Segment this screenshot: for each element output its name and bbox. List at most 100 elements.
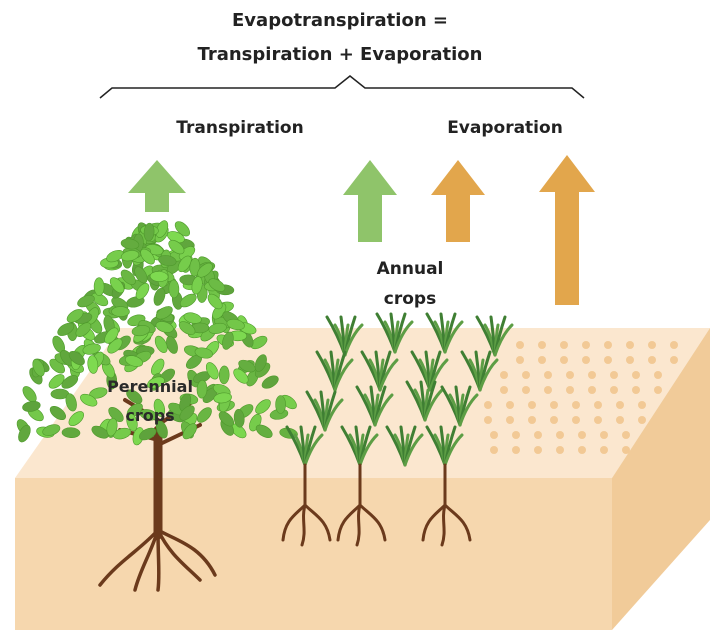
dot — [560, 356, 568, 364]
leaf — [222, 331, 234, 350]
leaf — [218, 365, 230, 385]
dot — [670, 356, 678, 364]
leaf — [153, 398, 166, 417]
leaf — [155, 306, 173, 320]
dot — [632, 386, 640, 394]
grass-blade — [393, 320, 414, 354]
dot — [538, 341, 546, 349]
leaf — [147, 376, 165, 389]
dot — [632, 371, 640, 379]
grass-blade — [443, 433, 464, 467]
label-perennial: Perennial — [107, 377, 193, 396]
dot — [490, 446, 498, 454]
grass-blade — [323, 398, 344, 432]
dot — [638, 401, 646, 409]
grass-tuft — [410, 350, 449, 392]
leaf — [208, 322, 227, 334]
leaf — [174, 221, 190, 237]
grass-blade — [443, 320, 464, 354]
grass-tuft — [285, 425, 324, 467]
grass-tuft — [425, 425, 464, 467]
grass-blade — [333, 358, 354, 392]
grass-blade — [423, 388, 444, 422]
leaf — [179, 405, 195, 421]
leaf — [49, 405, 66, 421]
dot — [500, 386, 508, 394]
dot — [572, 401, 580, 409]
leaf — [207, 293, 223, 310]
soil-front — [15, 478, 612, 630]
leaf — [48, 374, 65, 389]
roots — [336, 463, 387, 547]
dot — [512, 446, 520, 454]
dot — [490, 431, 498, 439]
label-annual: crops — [384, 289, 436, 309]
leaf — [189, 257, 201, 277]
leaf — [139, 427, 157, 441]
label-annual: Annual — [377, 259, 444, 279]
leaf — [22, 400, 41, 412]
grass-tuft — [305, 390, 344, 432]
dot — [604, 356, 612, 364]
dot — [616, 401, 624, 409]
dot — [670, 341, 678, 349]
dot — [566, 386, 574, 394]
grass-tuft — [340, 425, 379, 467]
leaf — [61, 427, 81, 439]
dot — [550, 401, 558, 409]
grass-blade — [378, 358, 399, 392]
dot — [572, 416, 580, 424]
grass-tuft — [315, 350, 354, 392]
leaf — [151, 358, 165, 376]
dot — [600, 446, 608, 454]
leaf — [155, 321, 174, 333]
leaf — [233, 368, 249, 384]
dot — [654, 386, 662, 394]
dot — [578, 446, 586, 454]
leaf — [120, 250, 140, 262]
dot — [484, 401, 492, 409]
leaf — [168, 239, 185, 255]
leaf — [183, 312, 202, 324]
leaf — [120, 269, 136, 285]
roots — [421, 463, 472, 547]
leaf — [275, 395, 286, 414]
dot — [566, 371, 574, 379]
leaf — [213, 392, 232, 404]
grass-tuft — [425, 312, 464, 354]
leaf — [155, 220, 169, 238]
leaf — [177, 255, 192, 273]
leaf — [126, 413, 138, 432]
dot — [528, 401, 536, 409]
dot — [610, 386, 618, 394]
dot — [522, 371, 530, 379]
dot — [556, 431, 564, 439]
leaf — [75, 322, 92, 338]
dot — [516, 356, 524, 364]
grass-tuft — [460, 350, 499, 392]
grass-blade — [458, 393, 479, 427]
dot — [534, 431, 542, 439]
leaf — [153, 287, 166, 306]
dot — [648, 341, 656, 349]
leaf — [182, 423, 197, 440]
dot — [556, 446, 564, 454]
dot — [594, 416, 602, 424]
leaf — [149, 271, 169, 282]
leaf — [61, 375, 79, 389]
dot — [638, 416, 646, 424]
leaf — [143, 222, 155, 242]
leaf — [104, 327, 119, 344]
grass-blade — [303, 433, 324, 467]
dot — [588, 371, 596, 379]
dot — [534, 446, 542, 454]
dot — [544, 386, 552, 394]
dot — [588, 386, 596, 394]
dot — [512, 431, 520, 439]
transpiration-arrow — [128, 160, 186, 212]
dot — [550, 416, 558, 424]
leaf — [134, 266, 148, 284]
dot — [622, 431, 630, 439]
grass-tuft — [475, 315, 514, 357]
